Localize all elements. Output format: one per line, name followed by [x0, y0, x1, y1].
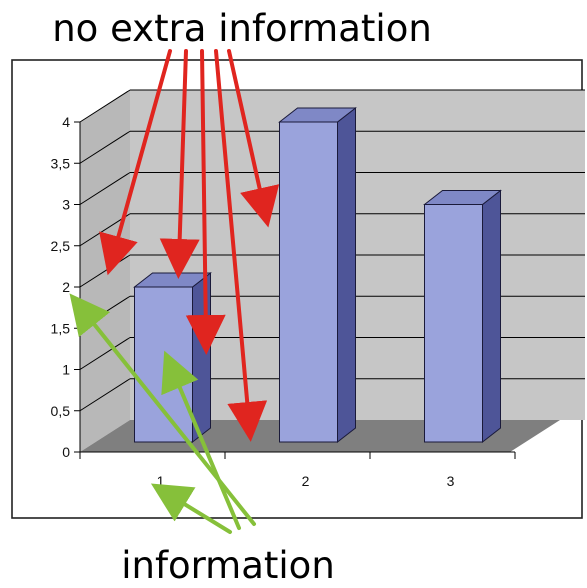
gridline — [79, 378, 131, 412]
bar — [133, 271, 212, 444]
gridline — [79, 89, 131, 123]
y-tick-label: 3,5 — [51, 155, 71, 171]
gridline — [79, 337, 131, 370]
x-axis: 1 2 3 — [79, 451, 516, 489]
red-arrow-to-bar-top — [159, 49, 200, 279]
green-arrow-to-category-label — [150, 483, 232, 534]
x-tick-label: 1 — [157, 473, 165, 489]
y-tick-label: 1 — [62, 362, 70, 378]
gridline — [79, 172, 131, 205]
x-tick-label: 3 — [447, 473, 455, 489]
bar — [423, 189, 502, 444]
bar-front — [279, 121, 338, 443]
green-arrows — [69, 293, 256, 534]
y-tick-label: 2 — [62, 279, 70, 295]
bar-front — [134, 286, 193, 443]
y-tick-label: 4 — [62, 114, 70, 130]
y-tick-label: 1,5 — [51, 320, 71, 336]
gridline — [79, 130, 131, 164]
y-axis: 0 0,5 1 1,5 2 2,5 3 3,5 4 — [51, 114, 81, 460]
red-arrow-to-back-wall — [227, 49, 280, 228]
green-arrow-to-axis-labels — [69, 293, 256, 526]
bar-side — [337, 106, 356, 444]
y-tick-label: 0,5 — [51, 403, 71, 419]
top-caption: no extra information — [52, 7, 432, 50]
y-tick-label: 0 — [62, 444, 70, 460]
red-arrow-to-floor — [214, 49, 268, 442]
bar — [278, 106, 357, 444]
bottom-caption: information — [121, 544, 335, 587]
red-arrow-to-bar-side — [185, 49, 226, 355]
y-tick-label: 2,5 — [51, 238, 71, 254]
y-tick-label: 3 — [62, 197, 70, 213]
bar-side — [482, 189, 501, 444]
x-tick-label: 2 — [302, 473, 310, 489]
bar-front — [424, 204, 483, 443]
bar-side — [192, 271, 211, 444]
red-arrow-to-side-wall — [99, 49, 172, 276]
red-arrows — [99, 49, 280, 442]
green-arrow-to-bar-front — [161, 350, 241, 530]
